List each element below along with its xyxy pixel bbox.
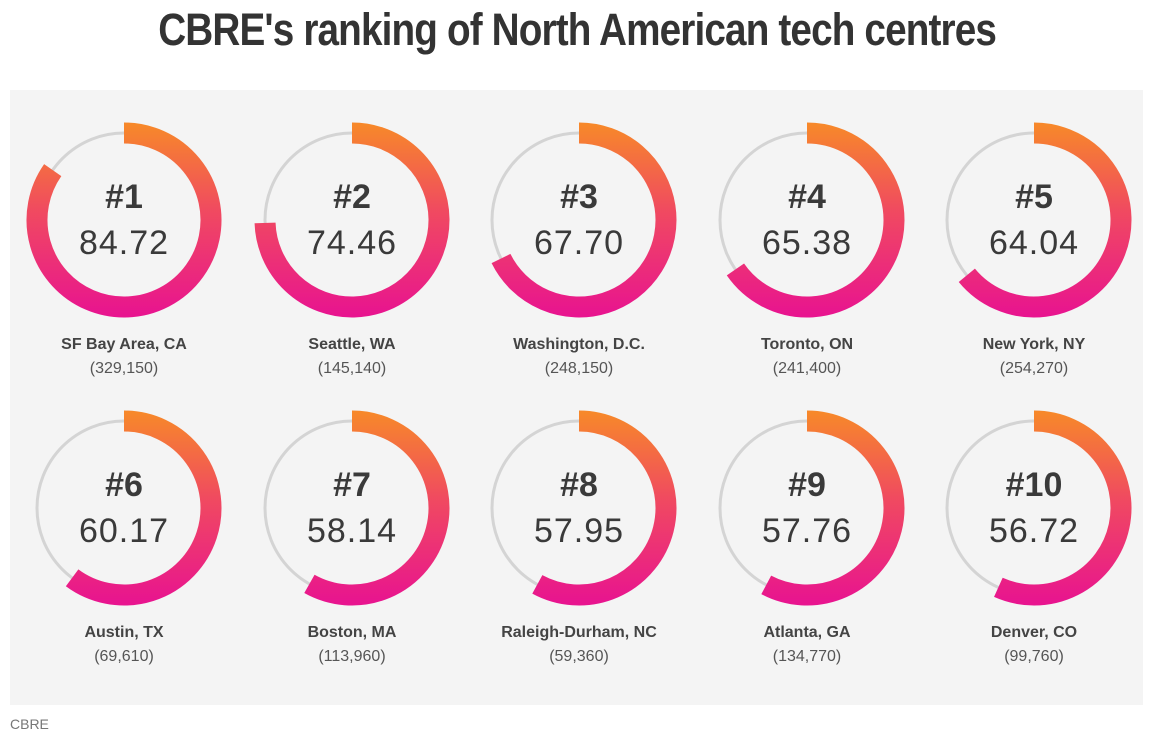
score-value: 57.76 bbox=[761, 512, 853, 550]
chart-title-text: CBRE's ranking of North American tech ce… bbox=[158, 4, 997, 55]
city-name: Austin, TX bbox=[84, 624, 164, 641]
city-name: SF Bay Area, CA bbox=[61, 336, 187, 353]
city-name: New York, NY bbox=[982, 336, 1086, 353]
city-count: (248,150) bbox=[544, 360, 614, 377]
rank-label: #4 bbox=[788, 178, 826, 216]
city-count: (254,270) bbox=[999, 360, 1069, 377]
score-value: 64.04 bbox=[988, 224, 1080, 262]
rank-label: #3 bbox=[560, 178, 598, 216]
rank-label: #1 bbox=[105, 178, 143, 216]
score-arc bbox=[994, 410, 1132, 606]
rank-label: #7 bbox=[333, 466, 371, 504]
city-name: Atlanta, GA bbox=[763, 624, 851, 641]
score-value: 57.95 bbox=[533, 512, 625, 550]
ring-chart bbox=[718, 410, 905, 606]
ring-chart bbox=[490, 410, 677, 606]
score-arc bbox=[532, 410, 677, 606]
rankings-panel: #1 84.72 SF Bay Area, CA (329,150) #2 74.46 Se… bbox=[10, 90, 1143, 705]
score-arc bbox=[304, 410, 450, 606]
city-count: (145,140) bbox=[317, 360, 387, 377]
rank-label: #5 bbox=[1015, 178, 1053, 216]
city-count: (113,960) bbox=[318, 648, 386, 665]
city-count: (69,610) bbox=[94, 648, 154, 665]
rank-label: #8 bbox=[560, 466, 598, 504]
score-arc bbox=[726, 122, 905, 318]
rank-label: #9 bbox=[788, 466, 826, 504]
score-value: 67.70 bbox=[533, 224, 625, 262]
ranking-card: #3 67.70 Washington, D.C. (248,150) bbox=[465, 90, 693, 378]
ranking-card: #9 57.76 Atlanta, GA (134,770) bbox=[693, 378, 921, 666]
score-arc bbox=[958, 122, 1132, 318]
score-value: 65.38 bbox=[761, 224, 853, 262]
city-count: (241,400) bbox=[772, 360, 842, 377]
city-count: (59,360) bbox=[549, 648, 609, 665]
score-value: 74.46 bbox=[306, 224, 398, 262]
score-value: 58.14 bbox=[306, 512, 398, 550]
city-name: Seattle, WA bbox=[308, 336, 396, 353]
ranking-card: #7 58.14 Boston, MA (113,960) bbox=[238, 378, 466, 666]
city-name: Denver, CO bbox=[990, 624, 1078, 641]
score-arc bbox=[26, 122, 222, 318]
ring-chart bbox=[718, 122, 905, 318]
score-arc bbox=[65, 410, 222, 606]
source-credit: CBRE bbox=[10, 716, 49, 732]
score-arc bbox=[254, 122, 450, 318]
city-name: Boston, MA bbox=[307, 624, 397, 641]
ring-chart bbox=[945, 122, 1132, 318]
city-name: Washington, D.C. bbox=[513, 336, 645, 353]
ring-chart bbox=[490, 122, 677, 318]
city-count: (134,770) bbox=[772, 648, 842, 665]
ranking-card: #8 57.95 Raleigh-Durham, NC (59,360) bbox=[465, 378, 693, 666]
ranking-card: #1 84.72 SF Bay Area, CA (329,150) bbox=[10, 90, 238, 378]
ring-chart bbox=[35, 410, 222, 606]
rank-label: #6 bbox=[105, 466, 143, 504]
ranking-card: #4 65.38 Toronto, ON (241,400) bbox=[693, 90, 921, 378]
city-name: Raleigh-Durham, NC bbox=[501, 624, 657, 641]
ranking-card: #2 74.46 Seattle, WA (145,140) bbox=[238, 90, 466, 378]
ranking-card: #10 56.72 Denver, CO (99,760) bbox=[920, 378, 1148, 666]
ranking-card: #6 60.17 Austin, TX (69,610) bbox=[10, 378, 238, 666]
ring-chart bbox=[26, 122, 222, 318]
ring-chart bbox=[945, 410, 1132, 606]
ranking-card: #5 64.04 New York, NY (254,270) bbox=[920, 90, 1148, 378]
score-arc bbox=[491, 122, 677, 318]
rank-label: #10 bbox=[1005, 466, 1063, 504]
city-name: Toronto, ON bbox=[760, 336, 854, 353]
ring-chart bbox=[263, 410, 450, 606]
city-count: (329,150) bbox=[89, 360, 159, 377]
score-value: 84.72 bbox=[78, 224, 170, 262]
rank-label: #2 bbox=[333, 178, 371, 216]
score-value: 56.72 bbox=[988, 512, 1080, 550]
city-count: (99,760) bbox=[1004, 648, 1064, 665]
chart-title: CBRE's ranking of North American tech ce… bbox=[0, 4, 1154, 56]
ring-chart bbox=[254, 122, 450, 318]
score-value: 60.17 bbox=[78, 512, 170, 550]
score-arc bbox=[761, 410, 905, 606]
